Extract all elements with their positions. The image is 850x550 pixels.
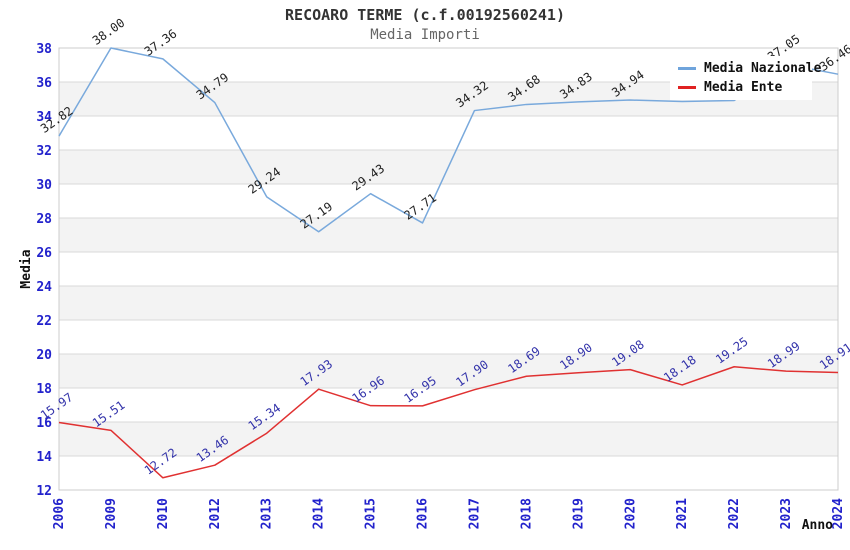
legend-label: Media Ente bbox=[704, 80, 783, 95]
legend-swatch-red bbox=[678, 86, 696, 89]
x-tick-label: 2022 bbox=[727, 498, 742, 529]
y-tick-label: 14 bbox=[36, 450, 52, 465]
plot-band bbox=[59, 388, 838, 422]
x-tick-label: 2012 bbox=[208, 498, 223, 529]
plot-band bbox=[59, 456, 838, 490]
y-tick-label: 16 bbox=[36, 416, 52, 431]
chart-title: RECOARO TERME (c.f.00192560241) bbox=[285, 6, 565, 24]
x-tick-label: 2014 bbox=[312, 498, 327, 529]
y-tick-label: 18 bbox=[36, 382, 52, 397]
plot-band bbox=[59, 354, 838, 388]
legend-label: Media Nazionale bbox=[704, 61, 822, 76]
x-tick-label: 2010 bbox=[156, 498, 171, 529]
legend-item-media-ente: Media Ente bbox=[678, 78, 804, 97]
x-tick-label: 2019 bbox=[571, 498, 586, 529]
x-axis-title: Anno bbox=[802, 518, 833, 533]
plot-band bbox=[59, 320, 838, 354]
x-tick-label: 2023 bbox=[779, 498, 794, 529]
series-line-media-ente bbox=[58, 366, 839, 479]
legend-item-media-nazionale: Media Nazionale bbox=[678, 59, 821, 78]
y-tick-label: 28 bbox=[36, 212, 52, 227]
y-tick-label: 38 bbox=[36, 42, 52, 57]
x-tick-label: 2020 bbox=[623, 498, 638, 529]
plot-band bbox=[59, 422, 838, 456]
series-line-media-nazionale bbox=[58, 47, 839, 233]
legend: Media Nazionale Media Ente bbox=[670, 56, 821, 100]
y-tick-label: 24 bbox=[36, 280, 52, 295]
y-tick-label: 30 bbox=[36, 178, 52, 193]
x-tick-label: 2017 bbox=[467, 498, 482, 529]
plot-band bbox=[59, 286, 838, 320]
legend-swatch-blue bbox=[678, 67, 696, 70]
y-tick-label: 12 bbox=[36, 484, 52, 499]
x-tick-label: 2018 bbox=[519, 498, 534, 529]
plot-band bbox=[59, 184, 838, 218]
plot-border bbox=[58, 47, 839, 491]
y-tick-label: 36 bbox=[36, 76, 52, 91]
y-tick-label: 26 bbox=[36, 246, 52, 261]
plot-band bbox=[59, 116, 838, 150]
y-tick-label: 34 bbox=[36, 110, 52, 125]
x-tick-label: 2024 bbox=[831, 498, 846, 529]
x-tick-label: 2006 bbox=[52, 498, 67, 529]
x-tick-label: 2016 bbox=[416, 498, 431, 529]
chart-subtitle: Media Importi bbox=[370, 27, 480, 43]
plot-band bbox=[59, 218, 838, 252]
y-tick-label: 32 bbox=[36, 144, 52, 159]
y-axis-title: Media bbox=[19, 249, 34, 288]
x-tick-label: 2009 bbox=[104, 498, 119, 529]
x-tick-label: 2021 bbox=[675, 498, 690, 529]
plot-band bbox=[59, 252, 838, 286]
y-tick-label: 20 bbox=[36, 348, 52, 363]
y-tick-label: 22 bbox=[36, 314, 52, 329]
x-tick-label: 2013 bbox=[260, 498, 275, 529]
x-tick-label: 2015 bbox=[364, 498, 379, 529]
